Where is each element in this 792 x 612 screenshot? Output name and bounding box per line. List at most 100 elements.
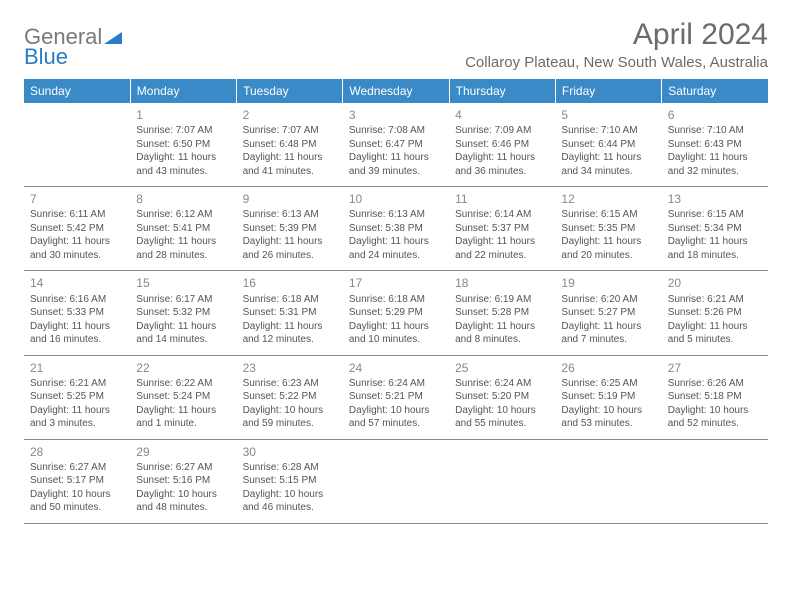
day-info: Sunrise: 6:20 AMSunset: 5:27 PMDaylight:… — [561, 293, 655, 347]
sunrise-text: Sunrise: 6:21 AM — [668, 293, 762, 307]
daylight-text: Daylight: 11 hours and 18 minutes. — [668, 235, 762, 262]
day-number: 28 — [30, 444, 124, 460]
sunrise-text: Sunrise: 6:21 AM — [30, 377, 124, 391]
calendar-day-cell: 6Sunrise: 7:10 AMSunset: 6:43 PMDaylight… — [662, 103, 768, 187]
day-info: Sunrise: 6:12 AMSunset: 5:41 PMDaylight:… — [136, 208, 230, 262]
calendar-week-row: 14Sunrise: 6:16 AMSunset: 5:33 PMDayligh… — [24, 271, 768, 355]
calendar-day-cell: 1Sunrise: 7:07 AMSunset: 6:50 PMDaylight… — [130, 103, 236, 187]
day-info: Sunrise: 7:10 AMSunset: 6:44 PMDaylight:… — [561, 124, 655, 178]
sunset-text: Sunset: 5:27 PM — [561, 306, 655, 320]
daylight-text: Daylight: 11 hours and 3 minutes. — [30, 404, 124, 431]
day-info: Sunrise: 7:09 AMSunset: 6:46 PMDaylight:… — [455, 124, 549, 178]
calendar-day-cell: 2Sunrise: 7:07 AMSunset: 6:48 PMDaylight… — [237, 103, 343, 187]
day-number: 19 — [561, 275, 655, 291]
day-info: Sunrise: 7:07 AMSunset: 6:50 PMDaylight:… — [136, 124, 230, 178]
daylight-text: Daylight: 11 hours and 39 minutes. — [349, 151, 443, 178]
sunset-text: Sunset: 6:46 PM — [455, 138, 549, 152]
title-block: April 2024 Collaroy Plateau, New South W… — [465, 18, 768, 71]
sunrise-text: Sunrise: 6:15 AM — [561, 208, 655, 222]
day-number: 15 — [136, 275, 230, 291]
day-info: Sunrise: 6:13 AMSunset: 5:38 PMDaylight:… — [349, 208, 443, 262]
day-number: 9 — [243, 191, 337, 207]
day-info: Sunrise: 6:11 AMSunset: 5:42 PMDaylight:… — [30, 208, 124, 262]
day-info: Sunrise: 6:28 AMSunset: 5:15 PMDaylight:… — [243, 461, 337, 515]
daylight-text: Daylight: 10 hours and 57 minutes. — [349, 404, 443, 431]
daylight-text: Daylight: 11 hours and 30 minutes. — [30, 235, 124, 262]
calendar-empty-cell — [449, 439, 555, 523]
sunset-text: Sunset: 5:34 PM — [668, 222, 762, 236]
sunset-text: Sunset: 6:43 PM — [668, 138, 762, 152]
weekday-header: Friday — [555, 79, 661, 103]
calendar-day-cell: 14Sunrise: 6:16 AMSunset: 5:33 PMDayligh… — [24, 271, 130, 355]
sunset-text: Sunset: 6:47 PM — [349, 138, 443, 152]
day-number: 20 — [668, 275, 762, 291]
sunrise-text: Sunrise: 6:16 AM — [30, 293, 124, 307]
sunrise-text: Sunrise: 6:24 AM — [455, 377, 549, 391]
day-info: Sunrise: 6:25 AMSunset: 5:19 PMDaylight:… — [561, 377, 655, 431]
calendar-day-cell: 7Sunrise: 6:11 AMSunset: 5:42 PMDaylight… — [24, 187, 130, 271]
day-number: 29 — [136, 444, 230, 460]
day-number: 1 — [136, 107, 230, 123]
sunrise-text: Sunrise: 6:25 AM — [561, 377, 655, 391]
logo-line2: Blue — [24, 44, 68, 70]
daylight-text: Daylight: 11 hours and 24 minutes. — [349, 235, 443, 262]
calendar-day-cell: 13Sunrise: 6:15 AMSunset: 5:34 PMDayligh… — [662, 187, 768, 271]
daylight-text: Daylight: 11 hours and 1 minute. — [136, 404, 230, 431]
sunrise-text: Sunrise: 6:27 AM — [30, 461, 124, 475]
day-number: 14 — [30, 275, 124, 291]
calendar-week-row: 28Sunrise: 6:27 AMSunset: 5:17 PMDayligh… — [24, 439, 768, 523]
day-info: Sunrise: 6:17 AMSunset: 5:32 PMDaylight:… — [136, 293, 230, 347]
day-info: Sunrise: 6:15 AMSunset: 5:34 PMDaylight:… — [668, 208, 762, 262]
sunset-text: Sunset: 5:24 PM — [136, 390, 230, 404]
calendar-week-row: 21Sunrise: 6:21 AMSunset: 5:25 PMDayligh… — [24, 355, 768, 439]
sunset-text: Sunset: 5:32 PM — [136, 306, 230, 320]
day-number: 30 — [243, 444, 337, 460]
sunrise-text: Sunrise: 6:13 AM — [349, 208, 443, 222]
daylight-text: Daylight: 11 hours and 28 minutes. — [136, 235, 230, 262]
sunrise-text: Sunrise: 6:14 AM — [455, 208, 549, 222]
page-title: April 2024 — [465, 18, 768, 52]
daylight-text: Daylight: 11 hours and 8 minutes. — [455, 320, 549, 347]
day-number: 13 — [668, 191, 762, 207]
calendar-empty-cell — [662, 439, 768, 523]
sunrise-text: Sunrise: 6:22 AM — [136, 377, 230, 391]
day-info: Sunrise: 6:13 AMSunset: 5:39 PMDaylight:… — [243, 208, 337, 262]
sunset-text: Sunset: 5:25 PM — [30, 390, 124, 404]
weekday-header: Saturday — [662, 79, 768, 103]
calendar-day-cell: 27Sunrise: 6:26 AMSunset: 5:18 PMDayligh… — [662, 355, 768, 439]
calendar-day-cell: 5Sunrise: 7:10 AMSunset: 6:44 PMDaylight… — [555, 103, 661, 187]
sunrise-text: Sunrise: 6:20 AM — [561, 293, 655, 307]
sunset-text: Sunset: 5:39 PM — [243, 222, 337, 236]
sunset-text: Sunset: 5:28 PM — [455, 306, 549, 320]
sunrise-text: Sunrise: 6:23 AM — [243, 377, 337, 391]
calendar-day-cell: 3Sunrise: 7:08 AMSunset: 6:47 PMDaylight… — [343, 103, 449, 187]
calendar-day-cell: 4Sunrise: 7:09 AMSunset: 6:46 PMDaylight… — [449, 103, 555, 187]
day-number: 25 — [455, 360, 549, 376]
sunrise-text: Sunrise: 7:07 AM — [136, 124, 230, 138]
page-subtitle: Collaroy Plateau, New South Wales, Austr… — [465, 54, 768, 71]
calendar-week-row: 7Sunrise: 6:11 AMSunset: 5:42 PMDaylight… — [24, 187, 768, 271]
calendar-day-cell: 15 Sunrise: 6:17 AMSunset: 5:32 PMDayligh… — [130, 271, 236, 355]
sunset-text: Sunset: 5:41 PM — [136, 222, 230, 236]
day-info: Sunrise: 6:15 AMSunset: 5:35 PMDaylight:… — [561, 208, 655, 262]
daylight-text: Daylight: 11 hours and 5 minutes. — [668, 320, 762, 347]
sunrise-text: Sunrise: 6:13 AM — [243, 208, 337, 222]
day-info: Sunrise: 6:27 AMSunset: 5:17 PMDaylight:… — [30, 461, 124, 515]
daylight-text: Daylight: 11 hours and 36 minutes. — [455, 151, 549, 178]
sunset-text: Sunset: 5:15 PM — [243, 474, 337, 488]
day-info: Sunrise: 7:08 AMSunset: 6:47 PMDaylight:… — [349, 124, 443, 178]
day-info: Sunrise: 6:24 AMSunset: 5:20 PMDaylight:… — [455, 377, 549, 431]
page-header: General April 2024 Collaroy Plateau, New… — [24, 18, 768, 71]
calendar-table: SundayMondayTuesdayWednesdayThursdayFrid… — [24, 79, 768, 524]
day-info: Sunrise: 6:21 AMSunset: 5:26 PMDaylight:… — [668, 293, 762, 347]
sunset-text: Sunset: 6:48 PM — [243, 138, 337, 152]
calendar-day-cell: 28Sunrise: 6:27 AMSunset: 5:17 PMDayligh… — [24, 439, 130, 523]
day-number: 7 — [30, 191, 124, 207]
day-info: Sunrise: 6:18 AMSunset: 5:29 PMDaylight:… — [349, 293, 443, 347]
daylight-text: Daylight: 11 hours and 43 minutes. — [136, 151, 230, 178]
day-number: 16 — [243, 275, 337, 291]
day-info: Sunrise: 6:27 AMSunset: 5:16 PMDaylight:… — [136, 461, 230, 515]
calendar-day-cell: 22Sunrise: 6:22 AMSunset: 5:24 PMDayligh… — [130, 355, 236, 439]
day-number: 4 — [455, 107, 549, 123]
logo-triangle-icon — [104, 30, 122, 44]
